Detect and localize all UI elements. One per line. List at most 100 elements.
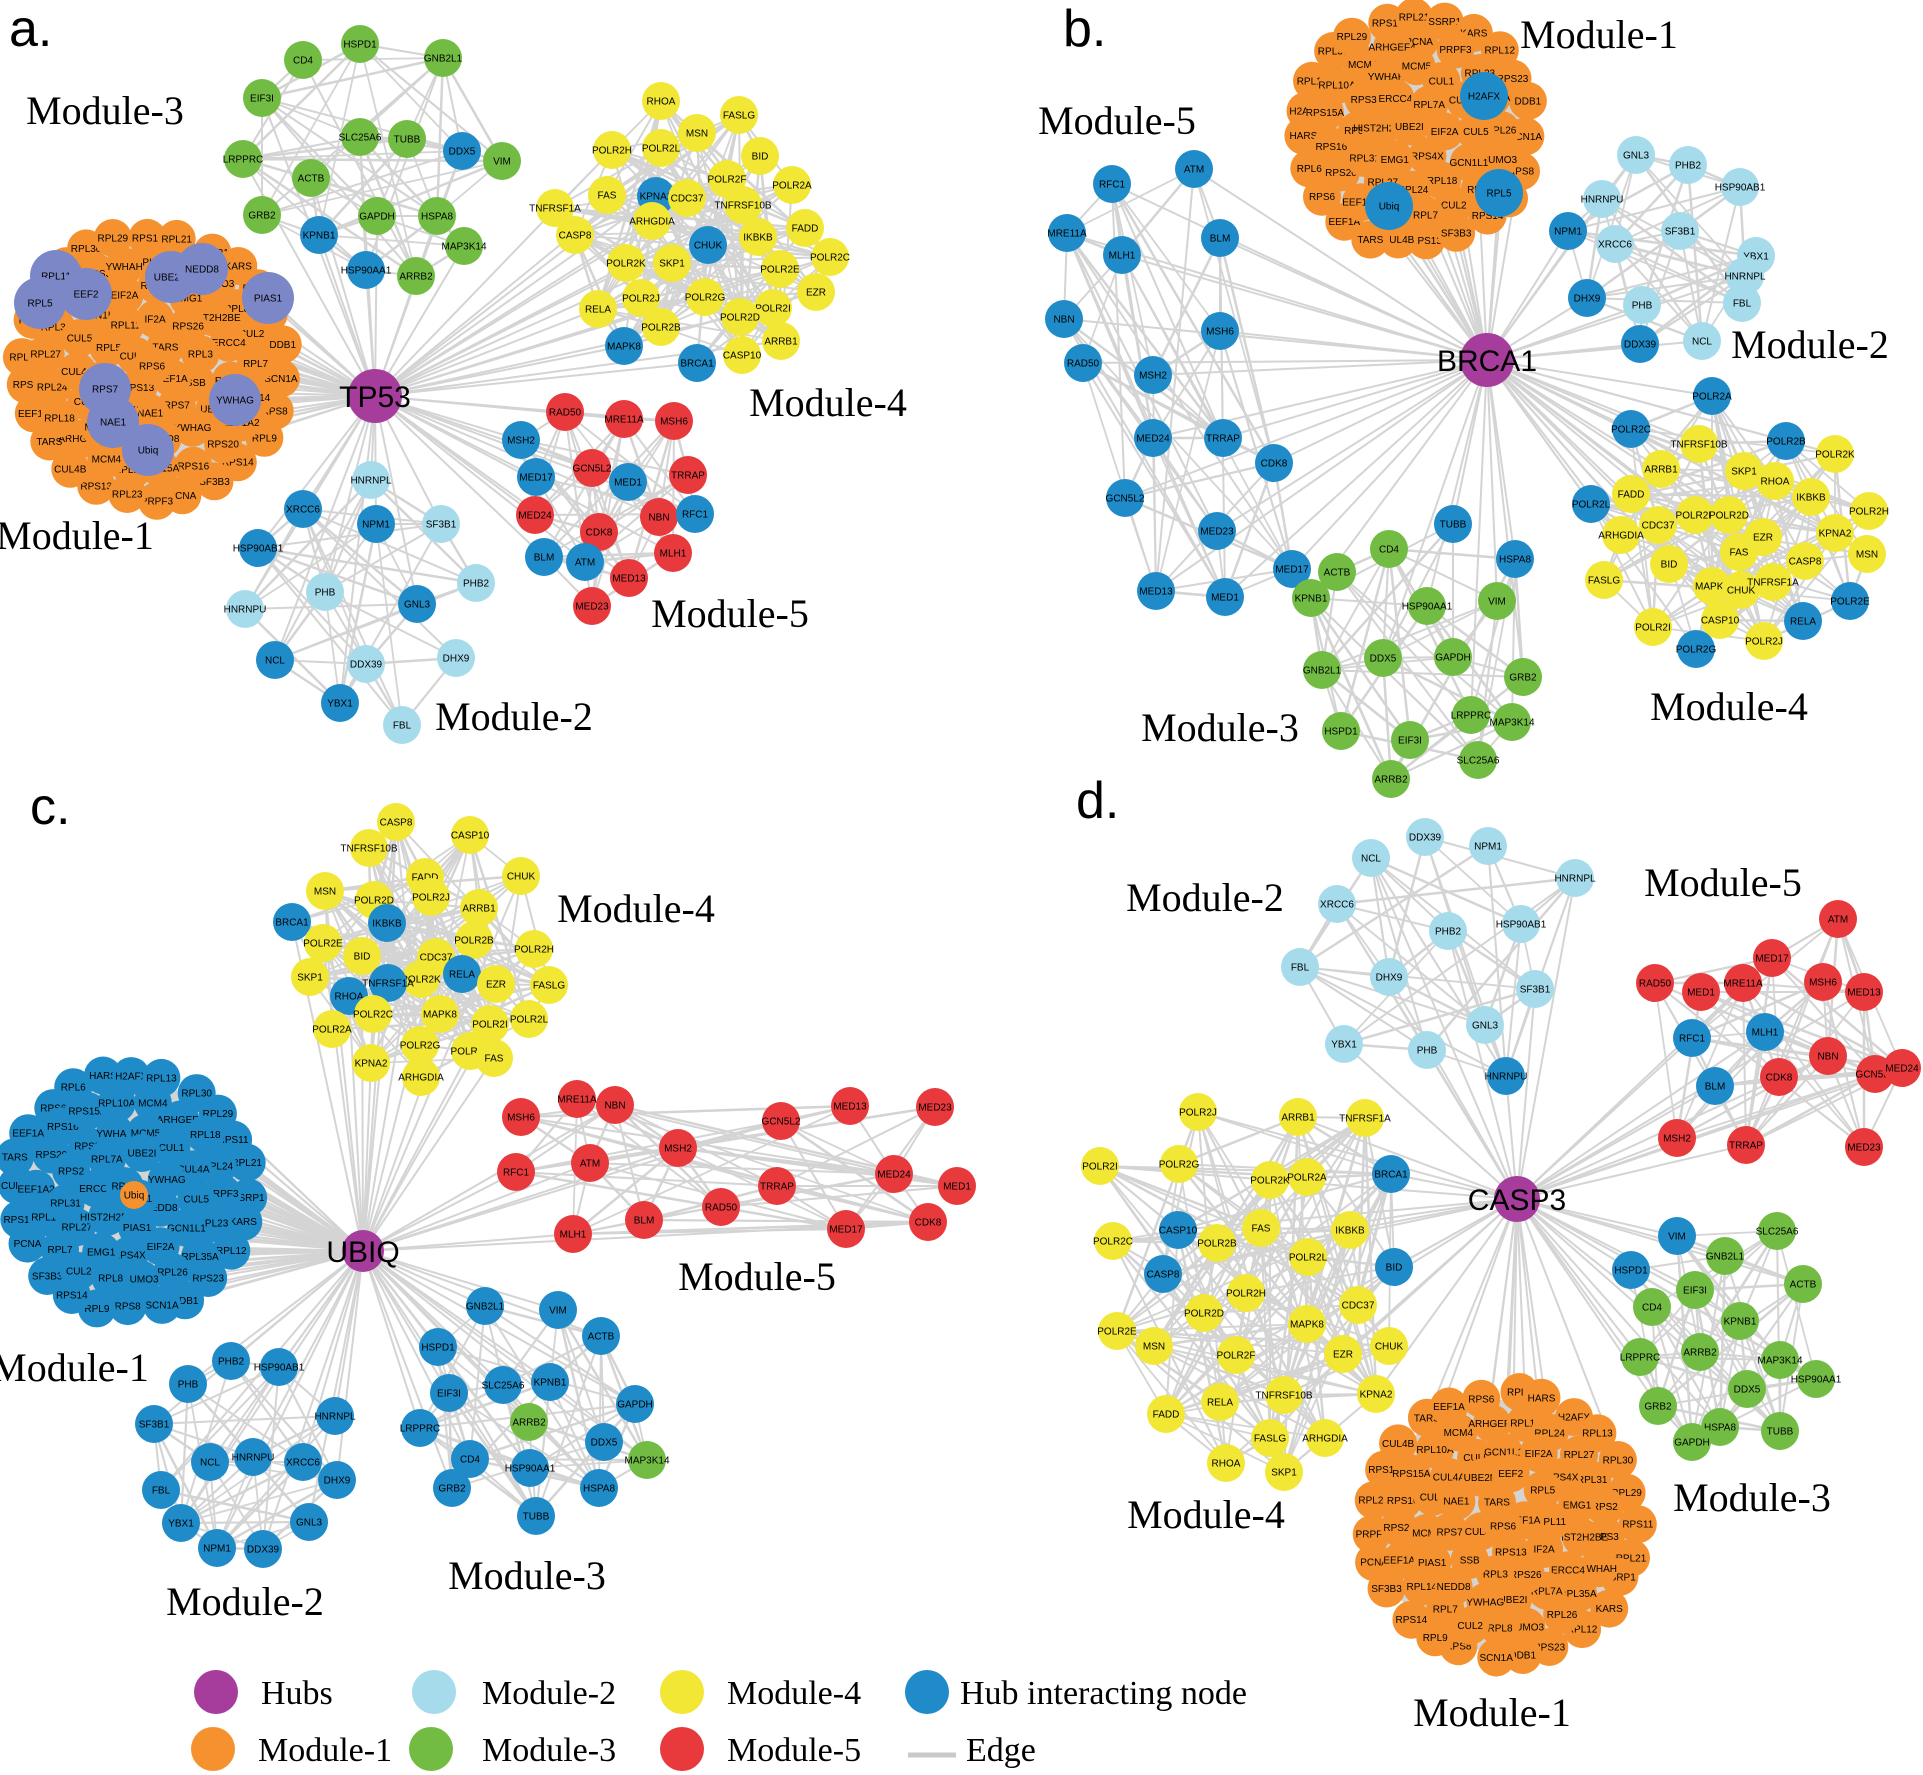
svg-text:CDK8: CDK8 [1261, 459, 1288, 470]
svg-text:POLR2D: POLR2D [1184, 1309, 1224, 1320]
svg-text:GRB2: GRB2 [1644, 1402, 1672, 1413]
svg-text:UBE2M: UBE2M [1464, 1473, 1498, 1484]
svg-text:HIST2H2BE: HIST2H2BE [186, 313, 241, 324]
svg-text:MED1: MED1 [1687, 988, 1715, 999]
svg-text:RPS15A: RPS15A [68, 1107, 107, 1118]
svg-text:FBL: FBL [1291, 963, 1310, 974]
svg-text:RPL30: RPL30 [1603, 1456, 1634, 1467]
svg-text:EEF1A: EEF1A [12, 1129, 44, 1140]
svg-text:MAPK8: MAPK8 [423, 1010, 457, 1021]
svg-text:Module-2: Module-2 [435, 694, 593, 739]
svg-text:GCN5L2: GCN5L2 [1856, 1070, 1895, 1081]
svg-text:POLR2E: POLR2E [760, 265, 800, 276]
svg-text:SKP1: SKP1 [1271, 1468, 1297, 1479]
svg-text:SUMO3: SUMO3 [1509, 1622, 1545, 1633]
svg-text:BID: BID [1386, 1263, 1403, 1274]
svg-text:RPL8: RPL8 [224, 304, 249, 315]
svg-text:PHB2: PHB2 [1675, 161, 1702, 172]
svg-text:Module-4: Module-4 [749, 380, 907, 425]
svg-text:SLC25A6: SLC25A6 [1756, 1227, 1799, 1238]
svg-text:MED13: MED13 [612, 574, 646, 585]
svg-text:MSN: MSN [1856, 550, 1878, 561]
svg-text:UBE2I: UBE2I [1499, 1595, 1528, 1606]
svg-text:ERCC4: ERCC4 [79, 1184, 113, 1195]
svg-text:PHB: PHB [315, 588, 336, 599]
svg-text:LRPPRC: LRPPRC [400, 1424, 441, 1435]
svg-text:IF2A: IF2A [145, 315, 166, 326]
svg-text:EIF3I: EIF3I [250, 94, 274, 105]
svg-text:POLR2H: POLR2H [592, 146, 632, 157]
svg-text:FASLG: FASLG [533, 981, 565, 992]
svg-text:CHUK: CHUK [1375, 1342, 1404, 1353]
svg-text:RPS4X: RPS4X [1546, 1473, 1579, 1484]
svg-text:KPNA2: KPNA2 [1819, 529, 1852, 540]
svg-text:EMG1: EMG1 [174, 293, 203, 304]
svg-text:RPL30: RPL30 [71, 244, 102, 255]
svg-text:PHB2: PHB2 [218, 1357, 245, 1368]
svg-text:FAS: FAS [1730, 548, 1749, 559]
svg-text:RPL26: RPL26 [157, 1268, 188, 1279]
svg-text:PCNA: PCNA [14, 1239, 42, 1250]
svg-text:GNL3: GNL3 [1472, 1021, 1499, 1032]
svg-text:KARS: KARS [225, 262, 253, 273]
svg-text:RPL18: RPL18 [190, 1130, 221, 1141]
svg-text:KPNB1: KPNB1 [534, 1378, 567, 1389]
svg-text:ARRB1: ARRB1 [764, 337, 798, 348]
svg-text:RPL18: RPL18 [44, 414, 75, 425]
svg-text:GNB2L1: GNB2L1 [1706, 1252, 1745, 1263]
svg-text:EEF2: EEF2 [73, 290, 98, 301]
svg-text:RPL29: RPL29 [1611, 1488, 1642, 1499]
svg-text:HSPD1: HSPD1 [1614, 1266, 1648, 1277]
svg-text:EZR: EZR [1333, 1350, 1353, 1361]
svg-text:Module-3: Module-3 [26, 88, 184, 133]
svg-text:RAD50: RAD50 [1067, 359, 1100, 370]
svg-text:PRPF3: PRPF3 [1439, 45, 1472, 56]
svg-text:RPL6: RPL6 [9, 353, 34, 364]
svg-text:CASP10: CASP10 [1701, 616, 1740, 627]
svg-text:POLR2I: POLR2I [1082, 1162, 1118, 1173]
svg-text:EIF2A: EIF2A [111, 291, 139, 302]
svg-text:TNFRSF1A: TNFRSF1A [362, 979, 414, 990]
svg-text:YWHAH: YWHAH [106, 262, 143, 273]
svg-text:HIST2H2BE: HIST2H2BE [1353, 124, 1408, 135]
svg-text:RPS20: RPS20 [1325, 168, 1357, 179]
svg-text:PIAS1: PIAS1 [254, 294, 283, 305]
svg-text:YWHAG: YWHAG [174, 423, 212, 434]
svg-text:PCNA: PCNA [169, 491, 197, 502]
svg-text:NEDD8: NEDD8 [185, 265, 219, 276]
svg-text:KPNB1: KPNB1 [1295, 594, 1328, 605]
svg-text:H2AFX: H2AFX [1289, 106, 1322, 117]
svg-text:MSH2: MSH2 [507, 436, 535, 447]
svg-text:YWHAH: YWHAH [1368, 72, 1405, 83]
svg-text:MLH1: MLH1 [560, 1230, 587, 1241]
svg-text:PIAS1: PIAS1 [1418, 1558, 1447, 1569]
svg-text:FASLG: FASLG [1588, 576, 1620, 587]
svg-text:CD4: CD4 [1379, 545, 1399, 556]
svg-text:RFC1: RFC1 [682, 510, 709, 521]
svg-text:POLR2C: POLR2C [353, 1010, 393, 1021]
svg-text:RPL8: RPL8 [1487, 1623, 1512, 1634]
svg-text:RPL23: RPL23 [1358, 1496, 1389, 1507]
svg-text:SF3B1: SF3B1 [1665, 227, 1696, 238]
svg-text:RPL6: RPL6 [61, 1083, 86, 1094]
svg-text:CASP8: CASP8 [380, 818, 413, 829]
svg-text:BID: BID [354, 952, 371, 963]
svg-text:RPL7: RPL7 [243, 359, 268, 370]
svg-text:Module-2: Module-2 [1126, 875, 1284, 920]
svg-text:c.: c. [30, 778, 70, 836]
svg-text:NAE1: NAE1 [137, 409, 164, 420]
svg-text:HSPD1: HSPD1 [343, 40, 377, 51]
svg-text:Module-4: Module-4 [1127, 1492, 1285, 1537]
svg-text:POLR2K: POLR2K [1250, 1176, 1290, 1187]
svg-text:b.: b. [1063, 0, 1106, 58]
svg-text:RPL24: RPL24 [203, 1162, 234, 1173]
svg-text:POLR2A: POLR2A [772, 181, 812, 192]
svg-text:SUMO3: SUMO3 [123, 1275, 159, 1286]
svg-text:RPL30: RPL30 [181, 1089, 212, 1100]
svg-text:SKP1: SKP1 [297, 973, 323, 984]
svg-text:EIF2A: EIF2A [1525, 1449, 1553, 1460]
svg-text:ARRB1: ARRB1 [1644, 465, 1678, 476]
svg-text:ARRB2: ARRB2 [1683, 1348, 1717, 1359]
svg-text:MED1: MED1 [614, 478, 642, 489]
svg-text:ARRB1: ARRB1 [1281, 1113, 1315, 1124]
